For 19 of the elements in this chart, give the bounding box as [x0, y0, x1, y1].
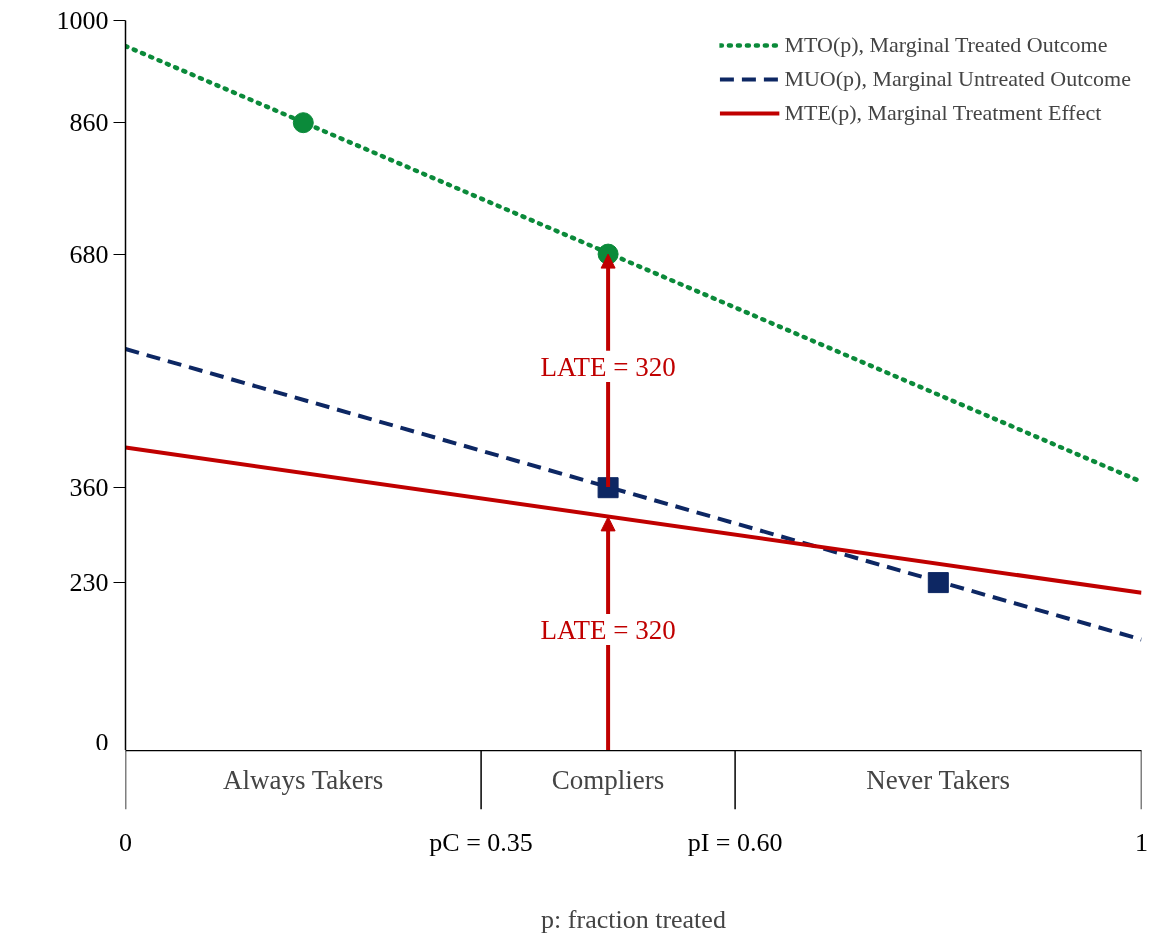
- y-tick-label: 1000: [56, 6, 109, 35]
- legend-label: MTE(p), Marginal Treatment Effect: [784, 99, 1102, 127]
- y-tick-label: 680: [69, 239, 109, 269]
- legend-label: MTO(p), Marginal Treated Outcome: [784, 31, 1108, 59]
- x-tick-label: 0: [119, 827, 132, 857]
- annotation: LATE = 320: [540, 351, 676, 382]
- text: Compliers: [551, 765, 665, 795]
- text: Never Takers: [866, 765, 1010, 795]
- text: Always Takers: [222, 765, 384, 795]
- y-tick-label: 230: [69, 568, 109, 598]
- x-tick-label: pI = 0.60: [687, 827, 783, 857]
- legend-label: MUO(p), Marginal Untreated Outcome: [784, 65, 1131, 93]
- y-tick-label: 0: [95, 727, 109, 757]
- x-axis-title: p: fraction treated: [541, 904, 726, 934]
- x-tick-label: 1: [1135, 827, 1148, 857]
- annotation: LATE = 320: [540, 615, 676, 646]
- x-tick-label: pC = 0.35: [429, 827, 533, 857]
- y-tick-label: 860: [69, 108, 109, 138]
- y-tick-label: 360: [69, 473, 109, 503]
